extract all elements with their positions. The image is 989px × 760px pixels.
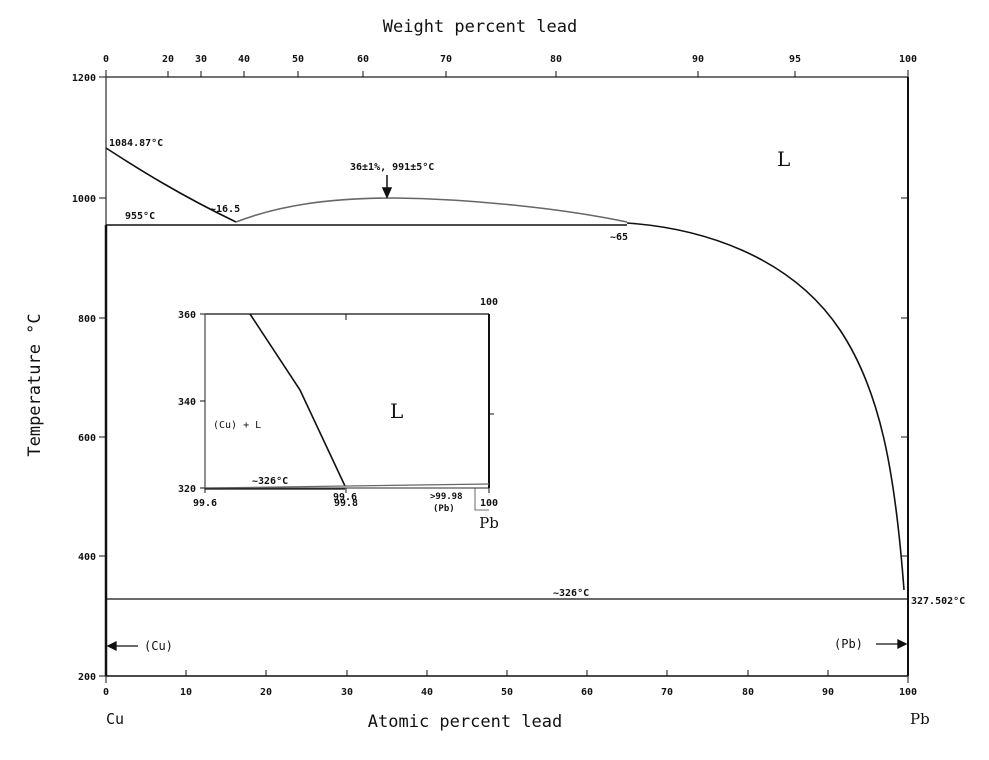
cu-phase-label: (Cu) [144, 639, 173, 653]
inset-x-tick-label: 100 [480, 498, 498, 509]
x-tick-label: 80 [742, 687, 754, 698]
bottom-axis-ticks [105, 670, 909, 683]
miscibility-gap-dome [235, 197, 628, 223]
top-tick-label: 20 [162, 54, 174, 65]
x-tick-label: 70 [661, 687, 673, 698]
y-tick-label: 800 [78, 314, 96, 325]
top-tick-label: 50 [292, 54, 304, 65]
top-tick-label: 95 [789, 54, 801, 65]
top-tick-label: 60 [357, 54, 369, 65]
cu-phase-arrow [106, 640, 138, 652]
liquidus-cu-side [105, 147, 237, 223]
inset-eutectic-label: ~326°C [252, 476, 288, 487]
liquid-phase-label: L [777, 147, 790, 171]
top-tick-label: 100 [899, 54, 917, 65]
pb-melting-label: 327.502°C [911, 596, 965, 607]
inset-eutectic-isotherm [204, 483, 490, 489]
eutectic-temp-label: ~326°C [553, 588, 589, 599]
inset-liquid-label: L [390, 399, 403, 423]
monotectic-left-label: ~16.5 [210, 204, 240, 215]
x-tick-label: 0 [103, 687, 109, 698]
x-tick-label: 20 [260, 687, 272, 698]
top-tick-label: 0 [103, 54, 109, 65]
monotectic-temp-label: 955°C [125, 211, 155, 222]
bottom-axis-title: Atomic percent lead [368, 712, 562, 732]
y-tick-label: 1000 [72, 194, 96, 205]
top-axis-tick-labels: 0 20 30 40 50 60 70 80 90 95 100 [103, 54, 917, 65]
cu-melting-label: 1084.87°C [109, 138, 163, 149]
inset-y-tick-label: 360 [178, 310, 196, 321]
monotectic-right-label: ~65 [610, 232, 628, 243]
inset-x-tick-label: 99.8 [334, 498, 358, 509]
y-tick-label: 1200 [72, 73, 96, 84]
plot-frame [104, 76, 909, 677]
y-axis-tick-labels: 1200 1000 800 600 400 200 [72, 73, 96, 683]
top-axis-title: Weight percent lead [383, 17, 577, 37]
inset-y-tick-label: 320 [178, 484, 196, 495]
inset-pb-solubility-label: >99.98 [430, 492, 463, 502]
inset-point-label: 99.6 [333, 492, 357, 503]
y-axis-ticks [99, 76, 908, 677]
x-tick-label: 40 [421, 687, 433, 698]
top-tick-label: 80 [550, 54, 562, 65]
top-tick-label: 70 [440, 54, 452, 65]
y-axis-title: Temperature °C [25, 313, 45, 456]
inset-cu-l-label: (Cu) + L [213, 420, 261, 431]
pb-phase-arrow [876, 638, 908, 650]
x-tick-label: 50 [501, 687, 513, 698]
liquidus-pb-side [626, 222, 905, 591]
x-tick-label: 90 [822, 687, 834, 698]
x-tick-label: 100 [899, 687, 917, 698]
inset-x-tick-label: 99.6 [193, 498, 217, 509]
y-tick-label: 600 [78, 433, 96, 444]
element-label-pb: Pb [910, 710, 930, 728]
inset-element-label: Pb [479, 514, 499, 532]
element-label-cu: Cu [106, 710, 124, 728]
inset-top-right-label: 100 [480, 297, 498, 308]
bottom-axis-tick-labels: 0 10 20 30 40 50 60 70 80 90 100 [103, 687, 917, 698]
top-tick-label: 90 [692, 54, 704, 65]
pb-phase-label: (Pb) [834, 637, 863, 651]
critical-point-label: 36±1%, 991±5°C [350, 162, 434, 173]
x-tick-label: 60 [581, 687, 593, 698]
top-tick-label: 40 [238, 54, 250, 65]
top-axis-ticks [105, 70, 909, 77]
critical-point-arrow [381, 175, 393, 199]
x-tick-label: 10 [180, 687, 192, 698]
inset-y-tick-label: 340 [178, 397, 196, 408]
inset-pb-label: (Pb) [433, 504, 455, 514]
x-tick-label: 30 [341, 687, 353, 698]
y-tick-label: 200 [78, 672, 96, 683]
phase-boundaries [105, 147, 908, 600]
inset-plot: 360 340 320 99.6 99.8 100 100 Pb (Cu) + … [178, 297, 499, 532]
inset-liquidus [249, 313, 346, 487]
top-tick-label: 30 [195, 54, 207, 65]
y-tick-label: 400 [78, 552, 96, 563]
